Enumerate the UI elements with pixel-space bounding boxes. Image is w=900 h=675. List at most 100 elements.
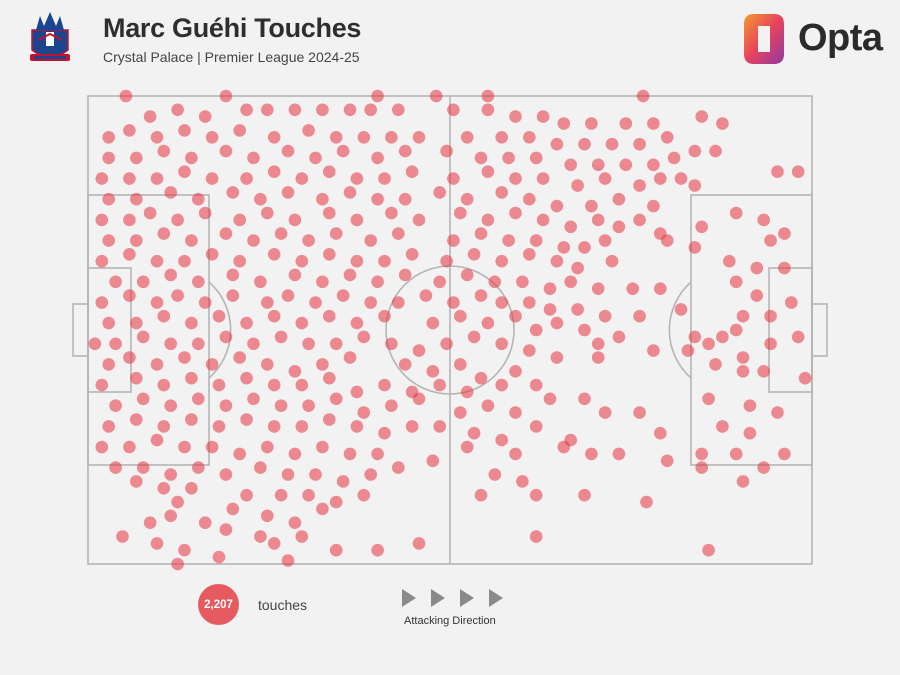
touch-point bbox=[564, 220, 577, 234]
touch-point bbox=[88, 337, 102, 351]
chart-title: Marc Guéhi Touches bbox=[103, 13, 362, 43]
touch-point bbox=[771, 406, 784, 419]
touch-point bbox=[674, 172, 688, 185]
touch-point bbox=[688, 179, 702, 192]
touch-point bbox=[123, 172, 136, 185]
touch-point bbox=[612, 330, 626, 344]
touch-point bbox=[171, 495, 184, 509]
touch-point bbox=[585, 447, 598, 461]
touch-point bbox=[516, 475, 529, 488]
touch-point bbox=[261, 103, 274, 117]
touch-point bbox=[171, 213, 184, 227]
touch-point bbox=[123, 124, 136, 137]
touch-point bbox=[302, 234, 315, 247]
touch-point bbox=[716, 330, 729, 344]
touch-point bbox=[440, 254, 453, 268]
touch-point bbox=[529, 151, 543, 165]
touch-point bbox=[136, 461, 150, 474]
touch-point bbox=[723, 254, 736, 268]
attacking-direction-arrows-icon bbox=[402, 589, 503, 607]
touch-point bbox=[185, 316, 198, 330]
touch-point bbox=[523, 296, 536, 309]
touch-point bbox=[261, 358, 274, 371]
total-touches-badge: 2,207 bbox=[198, 584, 239, 625]
touch-point bbox=[447, 103, 460, 117]
touch-point bbox=[460, 440, 474, 454]
touch-point bbox=[778, 447, 791, 461]
touch-point bbox=[647, 199, 660, 213]
touch-point bbox=[240, 172, 253, 185]
touch-point bbox=[150, 254, 164, 268]
touch-point bbox=[433, 186, 447, 199]
touch-point bbox=[102, 131, 115, 144]
touch-point bbox=[702, 337, 715, 351]
touch-point bbox=[412, 213, 426, 227]
touch-point bbox=[695, 220, 708, 234]
touch-point bbox=[288, 365, 302, 378]
touch-point bbox=[178, 124, 191, 137]
touch-point bbox=[764, 234, 777, 247]
touch-point bbox=[316, 192, 329, 206]
touch-point bbox=[350, 385, 364, 399]
touch-point bbox=[550, 137, 564, 151]
touch-point bbox=[591, 213, 605, 227]
touch-point bbox=[509, 309, 522, 323]
touch-point bbox=[495, 433, 509, 447]
touch-point bbox=[274, 330, 288, 344]
touch-point bbox=[612, 447, 626, 461]
touch-point bbox=[143, 516, 157, 529]
touch-point bbox=[212, 378, 226, 392]
touch-point bbox=[164, 186, 177, 199]
touch-point bbox=[240, 488, 253, 502]
touch-point bbox=[433, 378, 447, 392]
touch-point bbox=[329, 543, 343, 557]
touch-point bbox=[743, 399, 757, 413]
touch-point bbox=[571, 179, 584, 192]
touch-point bbox=[316, 502, 329, 516]
touch-point bbox=[495, 296, 509, 309]
touch-point bbox=[633, 213, 646, 227]
touch-point bbox=[164, 509, 177, 523]
touch-point bbox=[578, 137, 591, 151]
touch-point bbox=[647, 344, 660, 357]
chart-subtitle: Crystal Palace | Premier League 2024-25 bbox=[103, 49, 360, 65]
touch-point bbox=[150, 131, 164, 144]
touch-point bbox=[302, 399, 315, 413]
touch-point bbox=[536, 110, 550, 123]
touch-point bbox=[557, 440, 571, 454]
touch-point bbox=[681, 344, 695, 357]
opta-logo-icon bbox=[744, 14, 784, 64]
touch-point bbox=[309, 468, 322, 481]
touch-point bbox=[419, 289, 433, 302]
touch-point bbox=[757, 461, 770, 474]
touch-point bbox=[647, 158, 660, 172]
touch-point bbox=[585, 199, 598, 213]
touch-point bbox=[226, 268, 240, 282]
touch-point bbox=[385, 399, 398, 413]
touch-point bbox=[102, 316, 115, 330]
touch-point bbox=[660, 454, 674, 468]
touch-point bbox=[219, 330, 233, 344]
touch-point bbox=[157, 482, 171, 495]
touch-point bbox=[674, 303, 688, 316]
touch-point bbox=[254, 530, 267, 543]
touch-point bbox=[247, 392, 260, 406]
touch-point bbox=[267, 248, 281, 261]
touch-point bbox=[329, 227, 343, 240]
touch-point bbox=[329, 392, 343, 406]
touch-point bbox=[550, 254, 564, 268]
touch-point bbox=[474, 289, 488, 302]
touch-point bbox=[295, 316, 309, 330]
touch-point bbox=[633, 309, 646, 323]
touch-point bbox=[123, 213, 136, 227]
touch-point bbox=[543, 392, 557, 406]
touch-point bbox=[261, 296, 274, 309]
touch-point bbox=[205, 440, 219, 454]
touch-point bbox=[309, 296, 322, 309]
touch-point bbox=[433, 420, 447, 433]
touch-point bbox=[460, 131, 474, 144]
touch-point bbox=[750, 261, 764, 275]
touch-point bbox=[460, 385, 474, 399]
touch-point bbox=[536, 172, 550, 185]
touch-point bbox=[130, 234, 143, 247]
